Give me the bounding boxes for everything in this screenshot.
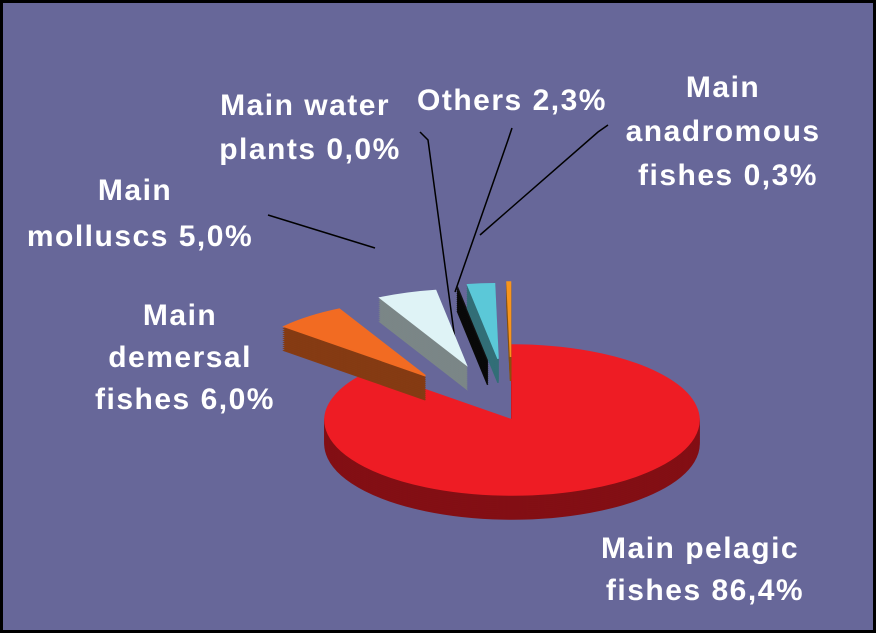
label-line: fishes [606,574,702,607]
slice [506,281,512,358]
label-line: Main water [220,89,400,122]
value-label: 0,0% [326,133,400,166]
leader-line [454,127,513,293]
slice [378,289,468,367]
pie [282,281,700,520]
label-line: fishes [638,159,734,192]
slice [324,344,700,496]
leader-line [419,131,456,341]
value-label: 2,3% [533,84,607,117]
category-name: Main water plants [219,89,400,166]
leader-lines [267,124,609,341]
label-line: fishes [95,383,191,416]
category-name: Main pelagic fishes [601,532,809,607]
label-line: demersal [108,341,262,374]
value-label: 5,0% [179,220,253,253]
label-line: Main [98,174,182,207]
label-line: Main [143,299,227,332]
slice-label: Main anadromous fishes 0,3% [626,71,831,192]
label-line: Main pelagic [601,532,809,565]
slice [282,308,426,377]
slice-label: Main pelagic fishes 86,4% [601,532,809,607]
label-line: Main [686,71,770,104]
label-line: molluscs [27,220,169,253]
label-line: Others [417,84,523,117]
value-label: 6,0% [201,383,275,416]
slice-label: Others 2,3% [417,84,607,117]
slice [466,283,499,360]
slice-label: Main molluscs 5,0% [27,174,253,253]
category-name: Main anadromous fishes [626,71,831,192]
label-line: plants [219,133,316,166]
value-label: 86,4% [711,574,804,607]
labels: Main pelagic fishes 86,4% Main demersal f… [27,71,831,607]
leader-line [479,124,609,236]
leader-line [267,214,376,249]
label-line: anadromous [626,115,831,148]
category-name: Main molluscs [27,174,182,253]
category-name: Others [417,84,523,117]
slice-label: Main demersal fishes 6,0% [95,299,275,416]
value-label: 0,3% [744,159,818,192]
slice-label: Main water plants 0,0% [219,89,401,166]
category-name: Main demersal fishes [95,299,262,416]
